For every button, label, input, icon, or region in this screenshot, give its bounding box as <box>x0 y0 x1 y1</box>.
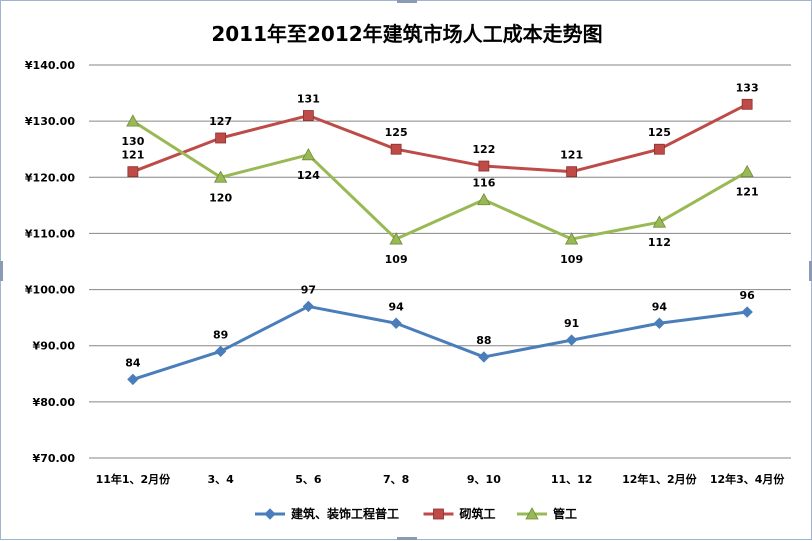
point-marker[interactable] <box>389 232 403 245</box>
series-line <box>132 102 748 174</box>
data-label: 116 <box>472 177 495 190</box>
chart-title: 2011年至2012年建筑市场人工成本走势图 <box>211 22 602 46</box>
series-line <box>132 119 748 241</box>
data-label: 122 <box>472 143 495 156</box>
point-marker[interactable] <box>653 317 666 329</box>
x-tick-label: 5、6 <box>295 473 322 486</box>
point-marker[interactable] <box>564 232 579 245</box>
y-tick-label: ¥140.00 <box>25 59 75 72</box>
data-label: 88 <box>476 334 491 347</box>
point-marker[interactable] <box>741 98 753 110</box>
x-tick-label: 11、12 <box>551 473 593 486</box>
point-marker[interactable] <box>525 507 539 520</box>
point-marker[interactable] <box>565 334 578 346</box>
data-label: 89 <box>213 328 228 341</box>
point-marker[interactable] <box>302 110 314 121</box>
point-marker[interactable] <box>301 147 316 161</box>
y-tick-label: ¥120.00 <box>25 171 75 184</box>
point-marker[interactable] <box>741 306 753 318</box>
data-label: 97 <box>301 283 316 296</box>
x-tick-label: 7、8 <box>383 473 409 486</box>
point-marker[interactable] <box>127 373 139 386</box>
data-label: 94 <box>388 300 404 313</box>
resize-handle-top[interactable] <box>397 0 417 3</box>
data-label: 94 <box>652 300 668 313</box>
point-marker[interactable] <box>390 317 402 329</box>
point-marker[interactable] <box>740 164 754 178</box>
point-marker[interactable] <box>215 132 227 144</box>
x-tick-label: 9、10 <box>467 473 501 486</box>
data-label: 96 <box>739 289 755 302</box>
y-tick-label: ¥80.00 <box>33 396 76 409</box>
y-tick-label: ¥90.00 <box>33 340 76 353</box>
data-label: 121 <box>121 149 144 162</box>
legend-label: 建筑、装饰工程普工 <box>290 506 399 521</box>
data-label: 91 <box>564 317 579 330</box>
data-label: 130 <box>121 135 144 148</box>
point-marker[interactable] <box>302 300 315 313</box>
y-tick-label: ¥110.00 <box>25 227 75 240</box>
data-label: 112 <box>648 236 671 249</box>
legend-label: 管工 <box>553 506 577 521</box>
data-label: 109 <box>385 253 408 266</box>
point-marker[interactable] <box>126 114 140 127</box>
x-tick-label: 11年1、2月份 <box>96 472 172 486</box>
y-tick-label: ¥100.00 <box>25 284 75 297</box>
legend-label: 砌筑工 <box>459 506 496 521</box>
data-label: 125 <box>648 126 671 139</box>
point-marker[interactable] <box>478 160 490 172</box>
x-tick-label: 12年1、2月份 <box>622 472 698 486</box>
point-marker[interactable] <box>653 143 665 155</box>
resize-handle-right[interactable] <box>809 261 812 281</box>
data-label: 127 <box>209 115 232 128</box>
data-label: 121 <box>560 149 583 162</box>
y-tick-label: ¥130.00 <box>25 115 75 128</box>
data-label: 124 <box>297 169 320 182</box>
point-marker[interactable] <box>478 351 490 363</box>
y-tick-label: ¥70.00 <box>33 452 76 465</box>
point-marker[interactable] <box>652 215 667 228</box>
point-marker[interactable] <box>214 345 227 358</box>
data-label: 84 <box>125 356 141 369</box>
point-marker[interactable] <box>127 166 139 178</box>
series-line <box>132 304 748 381</box>
point-marker[interactable] <box>264 508 276 520</box>
x-tick-label: 12年3、4月份 <box>710 472 786 486</box>
data-label: 131 <box>297 93 320 106</box>
data-label: 125 <box>385 126 408 139</box>
point-marker[interactable] <box>566 166 578 178</box>
point-marker[interactable] <box>477 192 491 206</box>
resize-handle-left[interactable] <box>0 261 3 281</box>
point-marker[interactable] <box>213 170 228 183</box>
x-tick-label: 3、4 <box>207 473 234 486</box>
data-label: 109 <box>560 253 583 266</box>
data-label: 120 <box>209 191 232 204</box>
data-label: 121 <box>736 186 759 199</box>
point-marker[interactable] <box>433 508 444 520</box>
data-label: 133 <box>736 81 759 94</box>
resize-handle-bottom[interactable] <box>397 537 417 540</box>
point-marker[interactable] <box>390 143 402 155</box>
